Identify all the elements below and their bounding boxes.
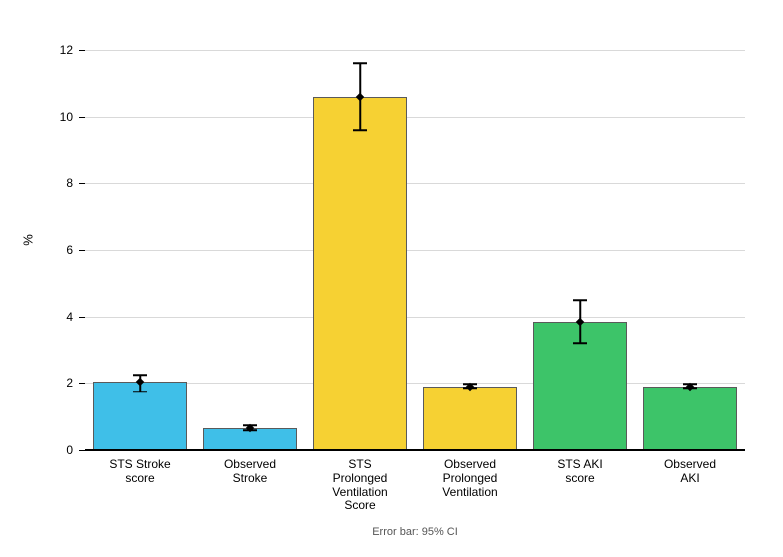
bar-chart: 0 2 4 6 8 10 12 % STS StrokescoreObservedStrok… (0, 0, 783, 557)
y-axis-label: % (21, 234, 36, 246)
gridline (85, 450, 745, 451)
x-axis-line (85, 449, 745, 450)
bar (643, 387, 738, 450)
y-tick-label: 6 (0, 243, 73, 257)
error-bar-cap (353, 63, 367, 65)
error-bar-cap (133, 391, 147, 393)
error-bar-cap (573, 299, 587, 301)
y-tick-label: 8 (0, 176, 73, 190)
gridline (85, 183, 745, 184)
y-tick-label: 2 (0, 376, 73, 390)
error-bar-cap (353, 129, 367, 131)
x-tick-label: ObservedStroke (196, 458, 304, 486)
x-tick-label: ObservedProlongedVentilation (416, 458, 524, 499)
x-tick-label: ObservedAKI (636, 458, 744, 486)
y-tick-label: 10 (0, 110, 73, 124)
gridline (85, 50, 745, 51)
x-tick-label: STS Strokescore (86, 458, 194, 486)
plot-area (85, 30, 745, 450)
gridline (85, 317, 745, 318)
x-tick-label: STSProlongedVentilationScore (306, 458, 414, 513)
error-bar-cap (573, 343, 587, 345)
y-tick-label: 0 (0, 443, 73, 457)
error-bar-cap (133, 374, 147, 376)
y-tick-label: 12 (0, 43, 73, 57)
y-tick-label: 4 (0, 310, 73, 324)
x-tick-label: STS AKIscore (526, 458, 634, 486)
gridline (85, 117, 745, 118)
gridline (85, 250, 745, 251)
bar (313, 97, 408, 450)
bar (423, 387, 518, 450)
chart-caption: Error bar: 95% CI (372, 526, 458, 538)
